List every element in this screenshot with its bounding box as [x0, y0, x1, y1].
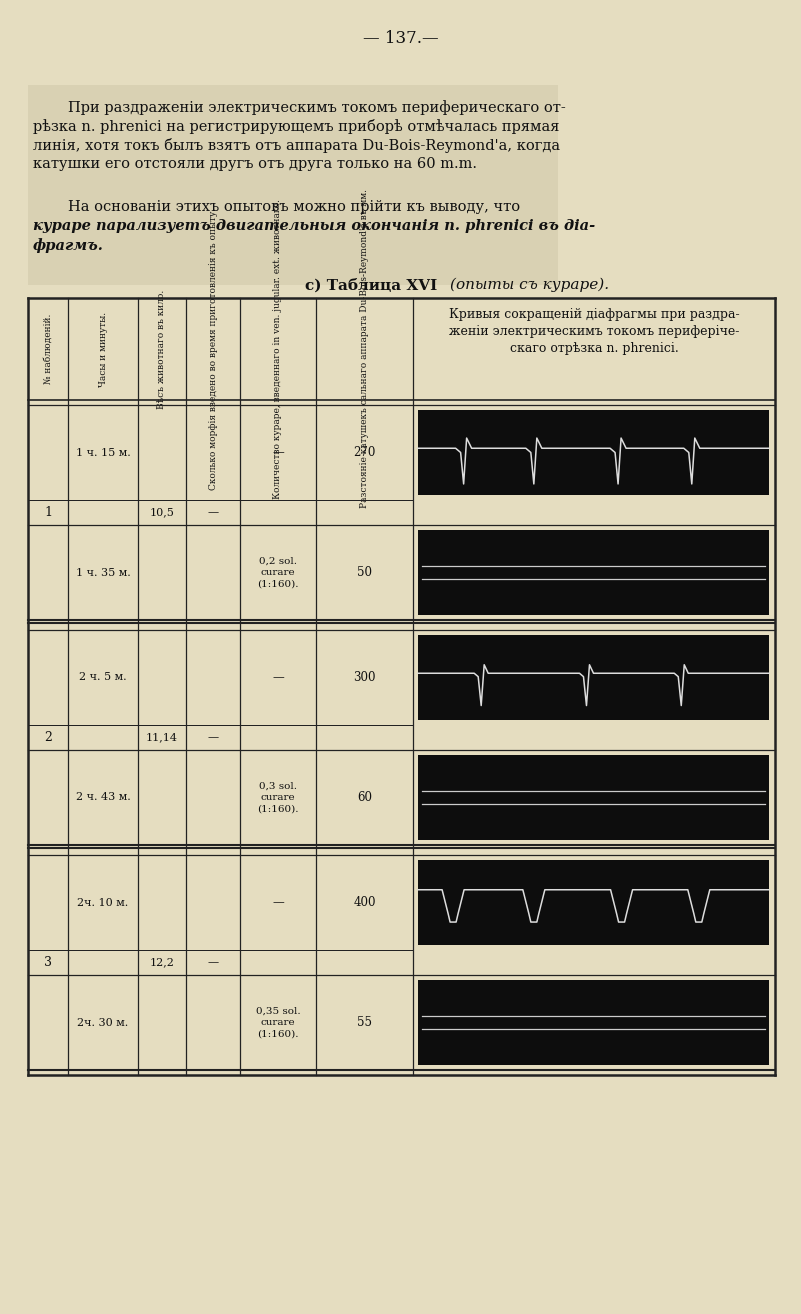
Text: Часы и минуты.: Часы и минуты. [99, 311, 107, 386]
Text: 1 ч. 35 м.: 1 ч. 35 м. [75, 568, 131, 577]
Text: линія, хотя токъ былъ взятъ отъ аппарата Du-Bois-Reymond'a, когда: линія, хотя токъ былъ взятъ отъ аппарата… [33, 138, 560, 152]
Bar [418, 635, 769, 720]
Text: —: — [207, 507, 219, 518]
Text: 1: 1 [44, 506, 52, 519]
Text: рѣзка n. phrenici на регистрирующемъ приборѣ отмѣчалась прямая: рѣзка n. phrenici на регистрирующемъ при… [33, 120, 559, 134]
Text: На основаніи этихъ опытовъ можно прійти къ выводу, что: На основаніи этихъ опытовъ можно прійти … [68, 200, 520, 214]
Text: кураре парализуетъ двигательныя окончанія n. phrenici въ діа-: кураре парализуетъ двигательныя окончані… [33, 219, 595, 233]
Text: Количество кураре, введеннаго in ven. jugular. ext. животнаго.: Количество кураре, введеннаго in ven. ju… [273, 198, 283, 499]
Bar [415, 950, 772, 975]
Text: —: — [272, 896, 284, 909]
Text: 400: 400 [353, 896, 376, 909]
Text: 300: 300 [353, 671, 376, 685]
Text: Разстояніе катушекъ сальнаго аппарата Du-Bois-Reymond'a въ мм.: Разстояніе катушекъ сальнаго аппарата Du… [360, 189, 369, 509]
Text: 270: 270 [353, 445, 376, 459]
Text: 60: 60 [357, 791, 372, 804]
Text: 2ч. 30 м.: 2ч. 30 м. [78, 1017, 129, 1028]
Bar [418, 410, 769, 495]
Text: 2 ч. 5 м.: 2 ч. 5 м. [79, 673, 127, 682]
Text: 0,2 sol.
curare
(1:160).: 0,2 sol. curare (1:160). [257, 557, 299, 589]
Bar [418, 980, 769, 1066]
Text: 12,2: 12,2 [150, 958, 175, 967]
Text: —: — [207, 958, 219, 967]
Text: —: — [207, 732, 219, 742]
Text: 0,3 sol.
curare
(1:160).: 0,3 sol. curare (1:160). [257, 782, 299, 813]
Text: 10,5: 10,5 [150, 507, 175, 518]
Bar [415, 725, 772, 750]
Bar [415, 501, 772, 526]
Bar [418, 859, 769, 945]
Text: При раздраженіи электрическимъ токомъ периферическаго от-: При раздраженіи электрическимъ токомъ пе… [68, 100, 566, 114]
Text: с) Таблица XVI: с) Таблица XVI [305, 279, 442, 292]
Text: 1 ч. 15 м.: 1 ч. 15 м. [75, 448, 131, 457]
Text: Сколько морфія введено во время приготовленія къ опыту.: Сколько морфія введено во время приготов… [208, 208, 218, 490]
Text: 0,35 sol.
curare
(1:160).: 0,35 sol. curare (1:160). [256, 1007, 300, 1038]
Bar [28, 85, 558, 285]
Text: 2ч. 10 м.: 2ч. 10 м. [78, 897, 129, 908]
Text: 2 ч. 43 м.: 2 ч. 43 м. [75, 792, 131, 803]
Text: — 137.—: — 137.— [363, 30, 439, 47]
Text: 11,14: 11,14 [146, 732, 178, 742]
Text: 2: 2 [44, 731, 52, 744]
Text: 3: 3 [44, 957, 52, 968]
Text: № наблюденій.: № наблюденій. [43, 314, 53, 384]
Text: 50: 50 [357, 566, 372, 579]
Text: фрагмъ.: фрагмъ. [33, 238, 104, 252]
Text: —: — [272, 671, 284, 685]
Text: 55: 55 [357, 1016, 372, 1029]
Text: (опыты съ кураре).: (опыты съ кураре). [450, 279, 609, 293]
Text: катушки его отстояли другъ отъ друга только на 60 m.m.: катушки его отстояли другъ отъ друга тол… [33, 156, 477, 171]
Bar [418, 530, 769, 615]
Bar [418, 756, 769, 840]
Text: —: — [272, 445, 284, 459]
Text: Вѣсъ животнаго въ кило.: Вѣсъ животнаго въ кило. [158, 289, 167, 409]
Text: Кривыя сокращеній діафрагмы при раздра-
женіи электрическимъ токомъ периферіче-
: Кривыя сокращеній діафрагмы при раздра- … [449, 307, 739, 355]
